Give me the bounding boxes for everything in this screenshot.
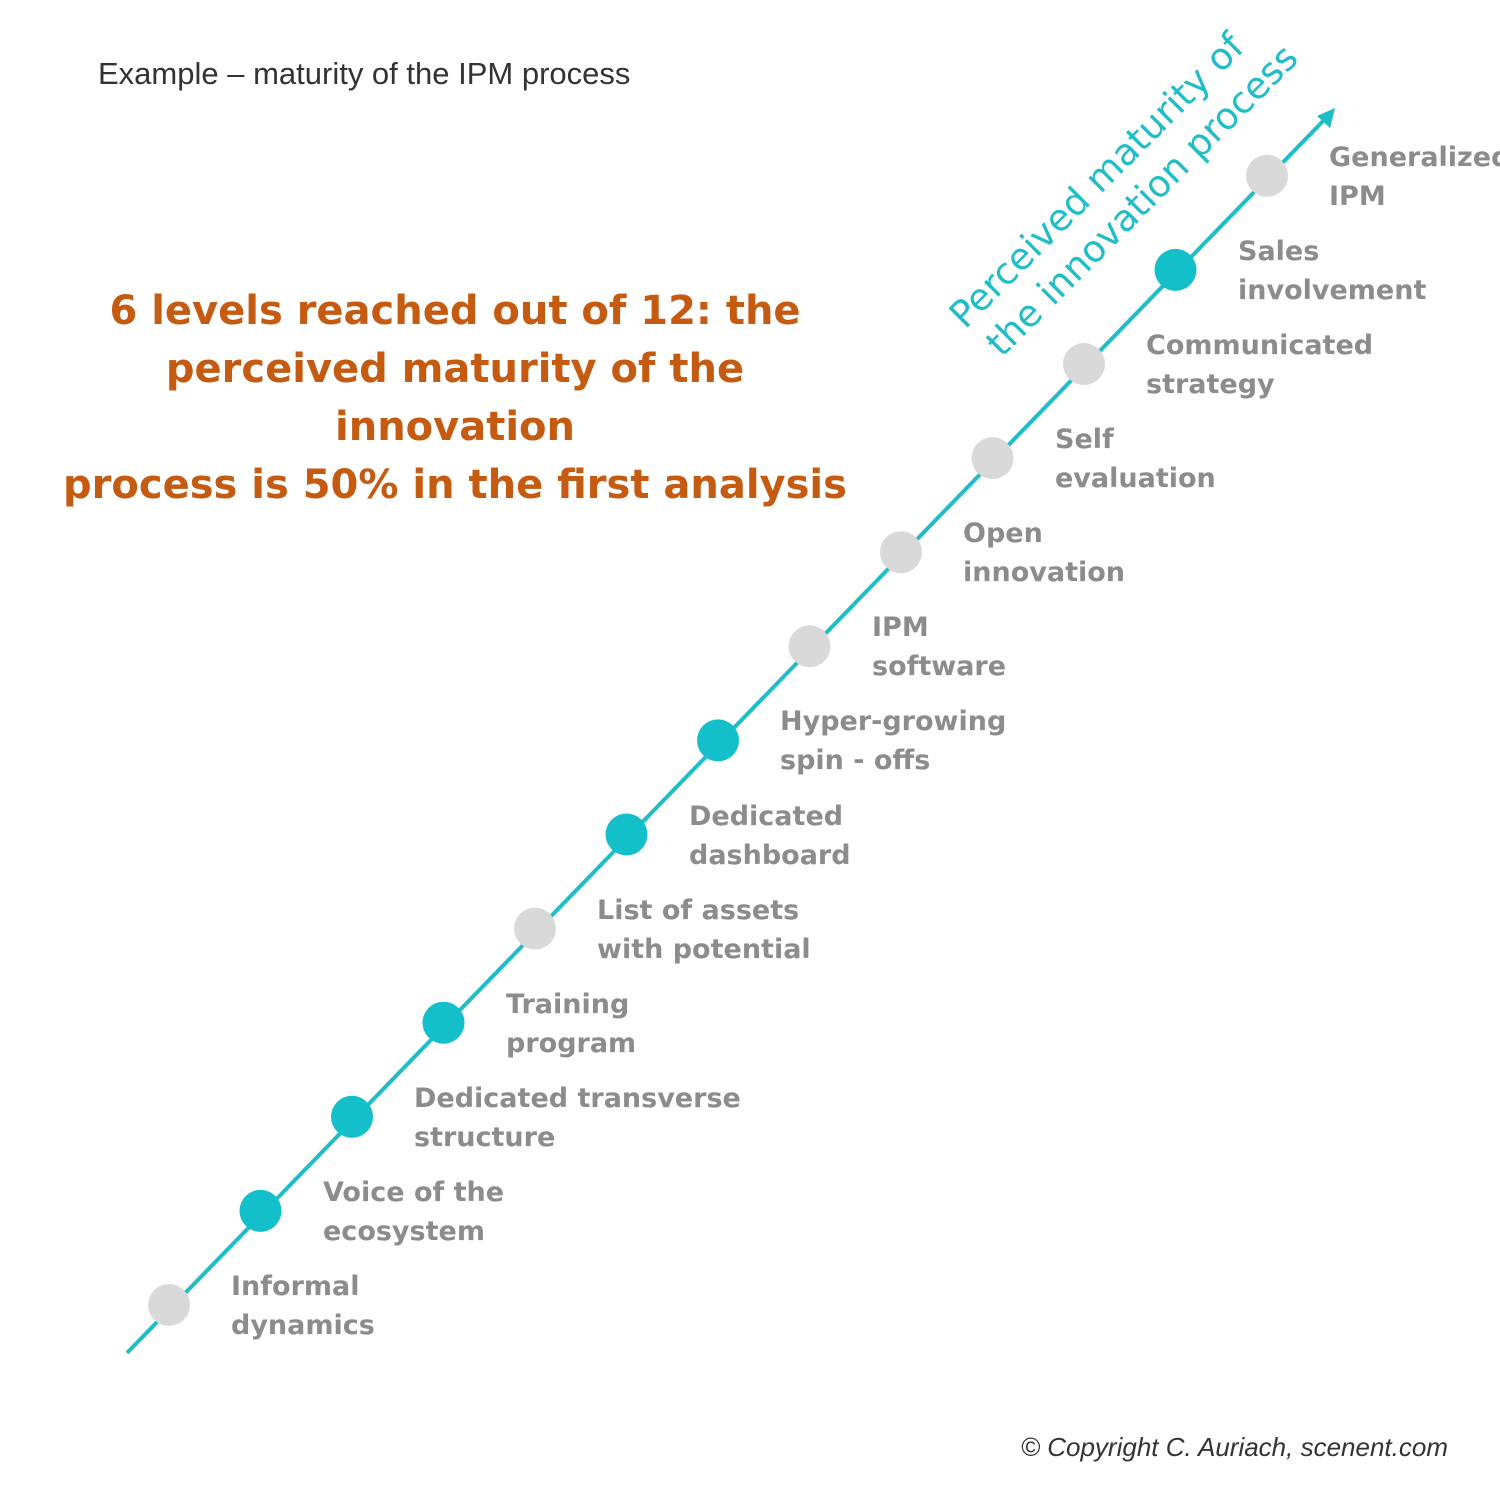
headline-line: 6 levels reached out of 12: the (109, 288, 801, 334)
level-dot (1154, 248, 1197, 291)
level-dot (239, 1189, 282, 1232)
level-label-line: program (506, 1028, 637, 1059)
level-label-line: Dedicated transverse (414, 1083, 741, 1114)
level-dots (148, 154, 1288, 1326)
level-label: Voice of the ecosystem (323, 1173, 504, 1251)
level-label-line: Communicated (1146, 330, 1374, 361)
level-dot (971, 437, 1014, 480)
level-label-line: IPM (1329, 181, 1386, 212)
level-label-line: Sales (1238, 236, 1320, 267)
level-label-line: Open (963, 518, 1043, 549)
level-label-line: evaluation (1055, 463, 1216, 494)
level-dot (605, 813, 648, 856)
level-label-line: strategy (1146, 369, 1275, 400)
axis-title-line: the innovation process (978, 36, 1307, 365)
level-dot (697, 719, 739, 762)
maturity-axis-arrowhead (1317, 108, 1335, 128)
level-label-line: IPM (872, 612, 929, 643)
level-label: Dedicated transverse structure (414, 1079, 741, 1157)
level-label: Open innovation (963, 514, 1125, 592)
headline-line: process is 50% in the first analysis (63, 462, 847, 508)
level-dot (880, 531, 922, 574)
level-label: Sales involvement (1238, 232, 1426, 310)
level-label-line: software (872, 651, 1007, 682)
axis-title-line: Perceived maturity of (941, 24, 1253, 336)
headline: 6 levels reached out of 12: the perceive… (60, 282, 850, 514)
level-label-line: involvement (1238, 275, 1427, 306)
level-dot (422, 1001, 465, 1044)
level-label-line: Voice of the (323, 1177, 505, 1208)
level-label: Dedicated dashboard (689, 797, 851, 875)
level-label-line: Hyper-growing (780, 706, 1007, 737)
level-label: Generalized IPM (1329, 138, 1500, 216)
level-dot (331, 1095, 373, 1138)
level-label-line: structure (414, 1122, 556, 1153)
headline-line: perceived maturity of the innovation (165, 346, 745, 450)
level-dot (788, 625, 831, 668)
level-dot (1246, 154, 1288, 197)
level-label: Communicated strategy (1146, 326, 1373, 404)
level-label-line: Generalized (1329, 142, 1500, 173)
level-label-line: dynamics (231, 1310, 375, 1341)
copyright-text: © Copyright C. Auriach, scenent.com (1020, 1432, 1448, 1462)
page-title: Example – maturity of the IPM process (98, 56, 631, 91)
level-label-line: ecosystem (323, 1216, 485, 1247)
level-dot (514, 907, 556, 950)
level-dot (1063, 343, 1105, 385)
level-label-line: Training (506, 989, 630, 1020)
level-label: Training program (506, 985, 636, 1063)
level-label-line: with potential (597, 934, 811, 965)
level-label: List of assets with potential (597, 891, 811, 969)
level-label-line: innovation (963, 557, 1125, 588)
level-label: Informal dynamics (231, 1267, 375, 1345)
level-label-line: spin - offs (780, 745, 931, 776)
level-label: Self evaluation (1055, 420, 1216, 498)
level-label: IPM software (872, 608, 1006, 686)
level-label-line: dashboard (689, 840, 851, 871)
level-label-line: List of assets (597, 895, 800, 926)
level-label-line: Self (1055, 424, 1114, 455)
level-dot (148, 1284, 190, 1326)
level-label-line: Dedicated (689, 801, 844, 832)
level-label: Hyper-growing spin - offs (780, 702, 1006, 780)
level-label-line: Informal (231, 1271, 360, 1302)
